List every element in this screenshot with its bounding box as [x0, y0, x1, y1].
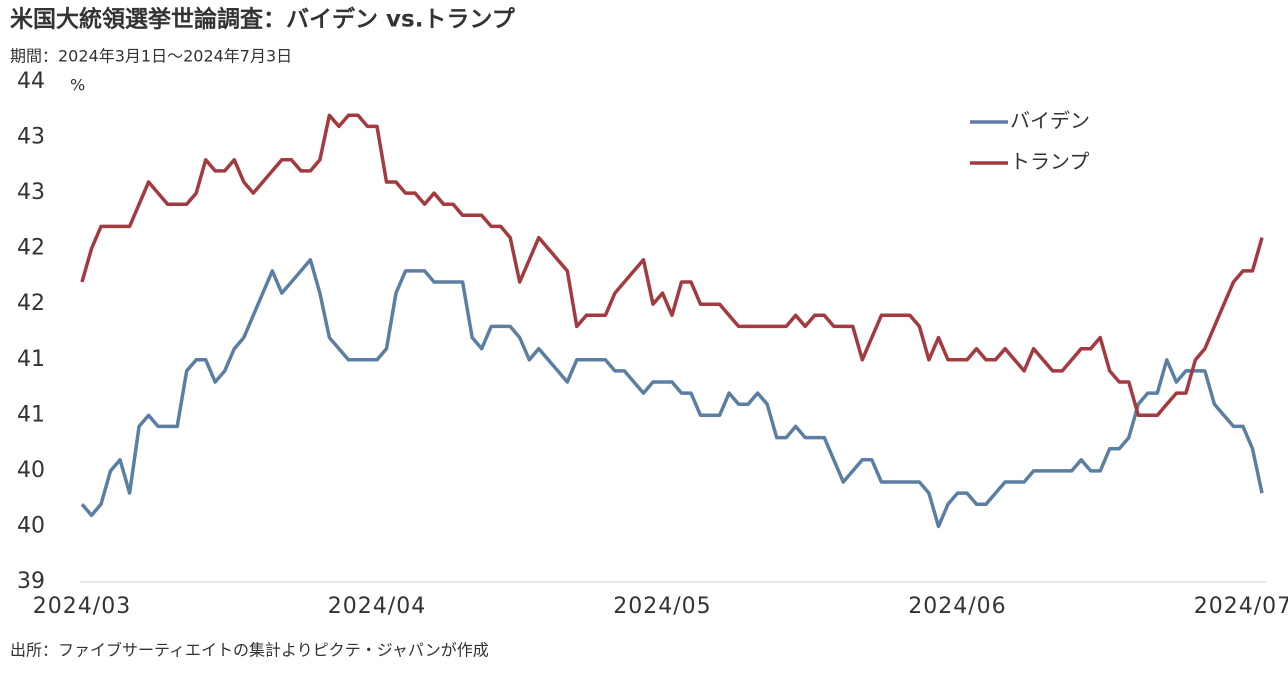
source-note: 出所：ファイブサーティエイトの集計よりピクテ・ジャパンが作成	[10, 641, 489, 660]
y-tick-label: 43	[17, 180, 45, 205]
y-tick-label: 41	[17, 347, 45, 372]
x-tick-label: 2024/03	[33, 594, 131, 619]
legend-label: トランプ	[1010, 150, 1089, 174]
x-tick-label: 2024/04	[328, 594, 426, 619]
y-tick-label: 41	[17, 402, 45, 427]
y-tick-label: 40	[17, 458, 45, 483]
y-tick-label: 40	[17, 513, 45, 538]
legend-label: バイデン	[1010, 109, 1090, 133]
x-tick-label: 2024/06	[908, 594, 1006, 619]
x-tick-label: 2024/05	[613, 594, 711, 619]
y-tick-label: 39	[17, 569, 45, 594]
y-tick-label: 43	[17, 125, 45, 150]
series-line	[80, 113, 1264, 418]
x-tick-label: 2024/07	[1194, 594, 1288, 619]
y-tick-label: 44	[17, 69, 45, 94]
chart-subtitle: 期間：2024年3月1日～2024年7月3日	[10, 47, 292, 66]
chart-title: 米国大統領選挙世論調査：バイデン vs.トランプ	[10, 6, 516, 33]
series-line	[80, 258, 1264, 529]
y-tick-label: 42	[17, 291, 45, 316]
y-unit: %	[70, 76, 85, 95]
y-tick-label: 42	[17, 236, 45, 261]
